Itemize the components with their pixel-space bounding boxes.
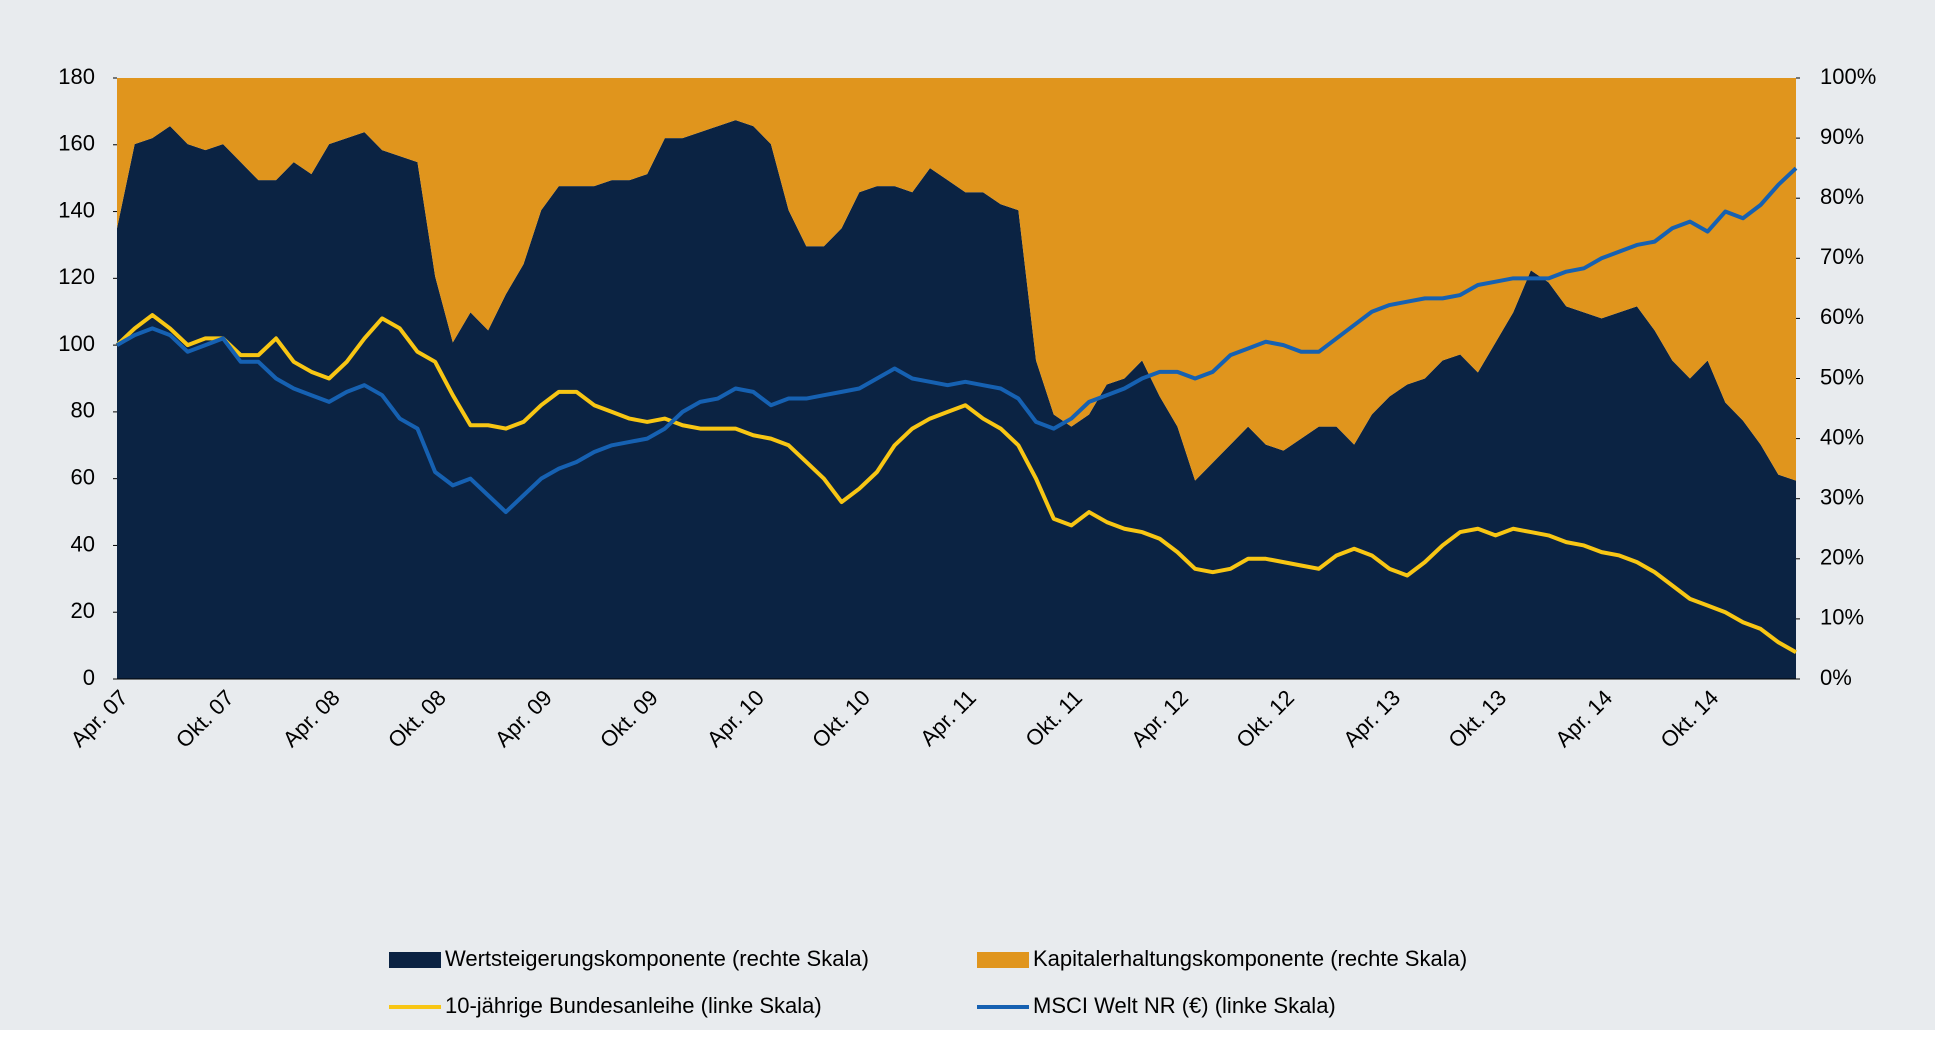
y2-tick-label: 80% — [1820, 184, 1864, 209]
y-tick-label: 160 — [58, 131, 95, 156]
legend-swatch — [389, 952, 441, 968]
y2-tick-label: 0% — [1820, 665, 1852, 690]
line — [115, 313, 1797, 655]
area — [117, 120, 1796, 679]
legend-label: Kapitalerhaltungskomponente (rechte Skal… — [1033, 946, 1467, 971]
legend-swatch — [977, 952, 1029, 968]
y2-tick-label: 10% — [1820, 605, 1864, 630]
legend-label: Wertsteigerungskomponente (rechte Skala) — [445, 946, 869, 971]
y2-tick-label: 20% — [1820, 545, 1864, 570]
y-tick-label: 80 — [71, 398, 95, 423]
y-tick-label: 120 — [58, 264, 95, 289]
legend-label: 10-jährige Bundesanleihe (linke Skala) — [445, 993, 822, 1018]
y2-tick-label: 90% — [1820, 124, 1864, 149]
y2-tick-label: 50% — [1820, 364, 1864, 389]
y2-tick-label: 70% — [1820, 244, 1864, 269]
y2-tick-label: 40% — [1820, 424, 1864, 449]
y-tick-label: 0 — [83, 665, 95, 690]
y2-tick-label: 30% — [1820, 485, 1864, 510]
line — [116, 166, 1798, 515]
area — [117, 78, 1796, 481]
y-tick-label: 180 — [58, 64, 95, 89]
y2-tick-label: 60% — [1820, 304, 1864, 329]
legend-label: MSCI Welt NR (€) (linke Skala) — [1033, 993, 1336, 1018]
y-tick-label: 20 — [71, 598, 95, 623]
y-tick-label: 60 — [71, 464, 95, 489]
y2-tick-label: 100% — [1820, 64, 1876, 89]
y-tick-label: 40 — [71, 531, 95, 556]
y-tick-label: 100 — [58, 331, 95, 356]
y-tick-label: 140 — [58, 197, 95, 222]
